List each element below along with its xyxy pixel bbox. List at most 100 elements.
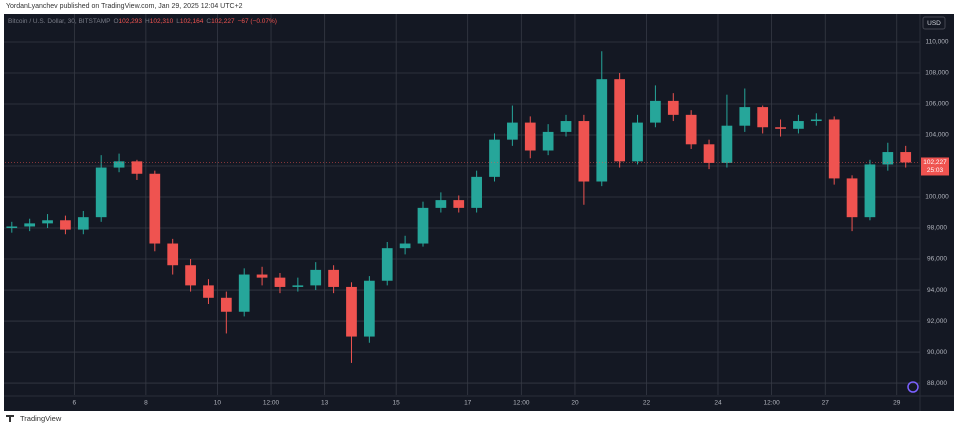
candle-body: [292, 285, 304, 287]
candle-body: [524, 122, 536, 151]
x-tick-label: 24: [714, 400, 722, 407]
x-tick-label: 22: [643, 400, 651, 407]
candle-body: [864, 164, 876, 218]
candle-body: [220, 297, 232, 312]
legend-text: 102,310: [150, 18, 174, 25]
footer: TradingView: [20, 414, 62, 423]
candle-body: [60, 220, 71, 230]
x-tick-label: 12:00: [513, 400, 530, 407]
x-tick-label: 15: [393, 400, 401, 407]
currency[interactable]: USD: [927, 20, 941, 27]
candle-body: [346, 286, 357, 337]
candle-body: [578, 121, 590, 182]
y-tick-label: 88,000: [927, 380, 947, 387]
candle-body: [882, 152, 894, 165]
candle-body: [381, 248, 393, 281]
legend-text: Bitcoin / U.S. Dollar, 30, BITSTAMP: [8, 18, 110, 25]
footer-logo: [6, 415, 14, 422]
legend-text: L: [176, 18, 180, 25]
currency-button[interactable]: [922, 16, 946, 30]
candle-body: [453, 200, 465, 208]
legend-text: C: [206, 18, 211, 25]
candle-body: [238, 274, 250, 312]
candle-body: [846, 178, 858, 218]
x-tick-label: 12:00: [263, 400, 280, 407]
candle-body: [596, 79, 608, 182]
legend-text: −67 (−0.07%): [238, 18, 277, 25]
last-price-label: 102,227: [923, 159, 947, 166]
candle-body: [757, 107, 769, 128]
candle-body: [6, 226, 18, 229]
y-tick-label: 92,000: [927, 318, 947, 325]
legend-text: 102,164: [180, 18, 204, 25]
logo-icon: [907, 381, 919, 393]
candle-body: [24, 223, 36, 227]
candle-body: [328, 269, 339, 287]
candle-body: [810, 119, 822, 122]
y-tick-label: 110,000: [925, 39, 948, 46]
x-tick-label: 27: [822, 400, 830, 407]
candle-body: [828, 119, 840, 179]
x-tick-label: 13: [321, 400, 329, 407]
chart-background: [4, 14, 954, 411]
candle-body: [667, 100, 679, 115]
candle-body: [131, 161, 143, 174]
y-tick-label: 90,000: [927, 349, 947, 356]
legend-text: H: [145, 18, 150, 25]
candles: [6, 51, 912, 363]
candle-body: [507, 122, 518, 140]
candle-body: [542, 131, 554, 151]
candle-body: [399, 243, 411, 249]
candle-body: [900, 152, 912, 163]
candle-body: [417, 207, 429, 244]
last-price-box: [921, 157, 949, 176]
candle-body: [203, 285, 214, 298]
candle-body: [149, 173, 161, 244]
y-tick-label: 108,000: [925, 70, 949, 77]
legend-text: 102,227: [211, 18, 235, 25]
candle-body: [739, 107, 751, 126]
candle-body: [185, 265, 196, 286]
legend-text: O: [113, 18, 118, 25]
candle-body: [632, 122, 643, 162]
y-tick-label: 94,000: [927, 287, 947, 294]
x-tick-label: 6: [73, 400, 77, 407]
candle-body: [614, 79, 626, 162]
candle-body: [793, 121, 804, 129]
last-price-countdown: 25:03: [927, 167, 944, 174]
grid: [4, 14, 920, 395]
candle-body: [95, 167, 107, 218]
legend-text: 102,293: [119, 18, 143, 25]
x-tick-label: 29: [893, 400, 901, 407]
candle-body: [703, 144, 715, 163]
candle-body: [42, 220, 53, 224]
candle-body: [489, 139, 500, 177]
candle-body: [435, 200, 447, 208]
candle-body: [274, 277, 286, 287]
candle-body: [167, 243, 179, 266]
candle-body: [721, 125, 733, 163]
x-tick-label: 20: [571, 400, 579, 407]
y-tick-label: 104,000: [925, 132, 949, 139]
x-tick-label: 8: [144, 400, 148, 407]
x-tick-label: 10: [214, 400, 222, 407]
candle-body: [77, 217, 89, 230]
x-tick-label: 12:00: [763, 400, 780, 407]
candle-body: [310, 269, 322, 286]
y-tick-label: 96,000: [927, 256, 947, 263]
candle-body: [775, 127, 786, 129]
y-tick-label: 98,000: [927, 225, 947, 232]
candle-body: [560, 121, 572, 132]
candle-body: [685, 114, 697, 145]
x-tick-label: 17: [464, 400, 472, 407]
header: YordanLyanchev published on TradingView.…: [6, 3, 243, 10]
y-tick-label: 100,000: [925, 194, 949, 201]
candle-body: [650, 100, 661, 123]
candle-body: [113, 161, 125, 168]
candle-body: [471, 176, 482, 208]
candle-body: [363, 280, 375, 337]
candle-body: [256, 274, 268, 278]
ohlc-legend: Bitcoin / U.S. Dollar, 30, BITSTAMP O102,…: [8, 18, 277, 25]
